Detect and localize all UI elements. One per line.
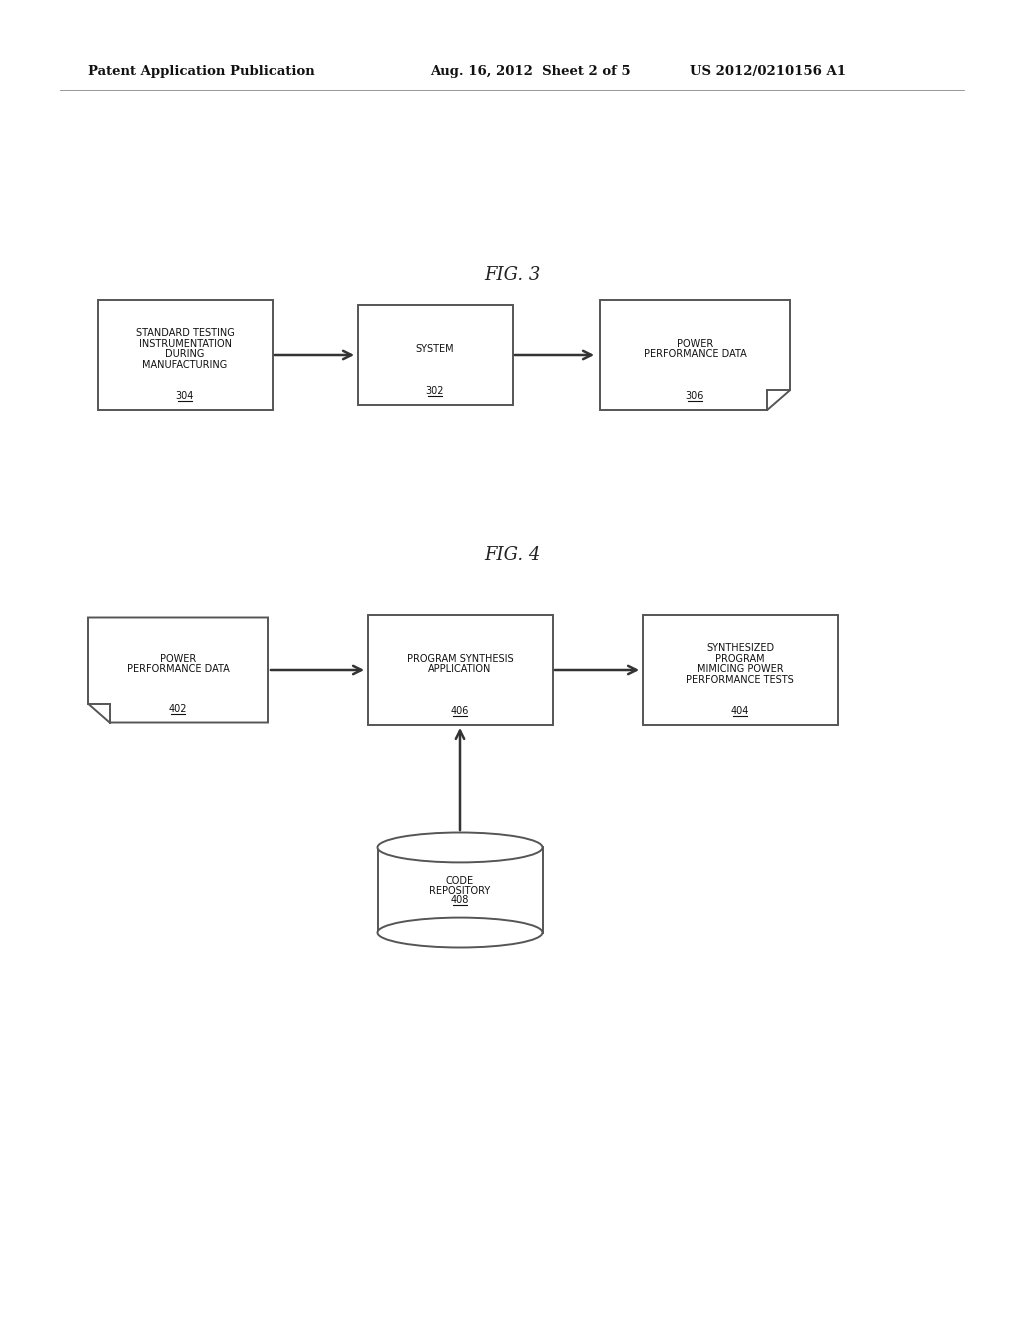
Text: PROGRAM SYNTHESIS: PROGRAM SYNTHESIS [407,653,513,664]
Text: MANUFACTURING: MANUFACTURING [142,360,227,371]
Text: 304: 304 [176,391,195,401]
Text: Aug. 16, 2012  Sheet 2 of 5: Aug. 16, 2012 Sheet 2 of 5 [430,66,631,78]
Text: US 2012/0210156 A1: US 2012/0210156 A1 [690,66,846,78]
Text: MIMICING POWER: MIMICING POWER [696,664,783,675]
Text: SYSTEM: SYSTEM [416,345,455,354]
Text: 404: 404 [731,706,750,715]
Text: 406: 406 [451,706,469,715]
Text: FIG. 4: FIG. 4 [483,546,541,564]
Text: POWER: POWER [160,653,197,664]
Text: POWER: POWER [677,338,713,348]
Text: REPOSITORY: REPOSITORY [429,887,490,896]
Bar [357,305,512,405]
Text: 306: 306 [686,391,705,401]
Text: PERFORMANCE DATA: PERFORMANCE DATA [127,664,229,675]
Text: Patent Application Publication: Patent Application Publication [88,66,314,78]
Text: FIG. 3: FIG. 3 [483,267,541,284]
Ellipse shape [378,917,543,948]
Text: PROGRAM: PROGRAM [715,653,765,664]
Text: 402: 402 [169,704,187,714]
Bar [642,615,838,725]
Ellipse shape [378,833,543,862]
Bar [97,300,272,411]
Text: APPLICATION: APPLICATION [428,664,492,675]
Text: PERFORMANCE TESTS: PERFORMANCE TESTS [686,676,794,685]
Text: STANDARD TESTING: STANDARD TESTING [135,327,234,338]
Bar [368,615,553,725]
Polygon shape [88,618,268,722]
Text: PERFORMANCE DATA: PERFORMANCE DATA [644,350,746,359]
Text: CODE: CODE [445,875,474,886]
Text: 408: 408 [451,895,469,906]
Bar [378,847,543,932]
Polygon shape [600,300,790,411]
Text: DURING: DURING [165,350,205,359]
Text: SYNTHESIZED: SYNTHESIZED [706,643,774,652]
Text: INSTRUMENTATION: INSTRUMENTATION [138,338,231,348]
Text: 302: 302 [426,385,444,396]
